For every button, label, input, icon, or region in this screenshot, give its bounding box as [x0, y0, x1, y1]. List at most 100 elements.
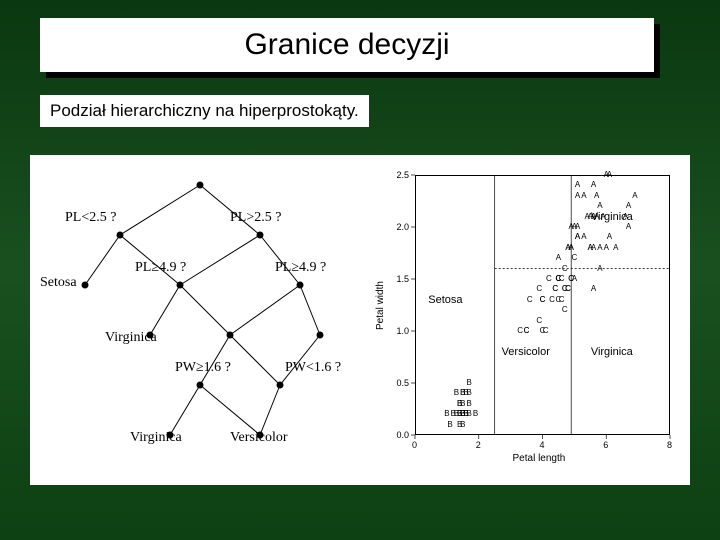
- data-point: B: [447, 421, 452, 429]
- x-tick: 6: [603, 440, 608, 450]
- data-point: A: [607, 171, 612, 179]
- region-label: Virginica: [591, 346, 633, 358]
- x-tick: 0: [412, 440, 417, 450]
- data-point: A: [581, 192, 586, 200]
- tree-label: Setosa: [40, 275, 77, 291]
- data-point: A: [604, 244, 609, 252]
- tree-label: PL<2.5 ?: [65, 210, 116, 226]
- data-point: C: [543, 327, 549, 335]
- data-point: C: [552, 285, 558, 293]
- data-point: A: [572, 275, 577, 283]
- tree-label: PL≥4.9 ?: [135, 260, 186, 276]
- x-tick: 2: [476, 440, 481, 450]
- data-point: C: [565, 285, 571, 293]
- data-point: B: [444, 410, 449, 418]
- tree-label: Virginica: [130, 430, 182, 446]
- data-point: A: [613, 244, 618, 252]
- y-axis-label: Petal width: [375, 281, 386, 330]
- tree-edges: [30, 155, 370, 485]
- y-tick: 2.0: [396, 222, 409, 232]
- slide-title: Granice decyzji: [244, 28, 449, 62]
- data-point: C: [540, 296, 546, 304]
- data-point: B: [454, 389, 459, 397]
- data-point: A: [632, 192, 637, 200]
- tree-node: [317, 332, 324, 339]
- data-point: A: [588, 244, 593, 252]
- data-point: B: [463, 389, 468, 397]
- data-point: B: [451, 410, 456, 418]
- data-point: A: [600, 213, 605, 221]
- tree-node: [227, 332, 234, 339]
- data-point: C: [559, 296, 565, 304]
- region-label: Setosa: [428, 294, 462, 306]
- x-axis-label: Petal length: [513, 453, 566, 464]
- tree-label: PW≥1.6 ?: [175, 360, 231, 376]
- data-point: A: [569, 223, 574, 231]
- data-point: B: [463, 410, 468, 418]
- y-tick: 1.5: [396, 274, 409, 284]
- tree-node: [257, 232, 264, 239]
- data-point: B: [473, 410, 478, 418]
- region-label: Versicolor: [502, 346, 550, 358]
- data-point: C: [556, 275, 562, 283]
- tree-label: Versicolor: [230, 430, 288, 446]
- tree-node: [197, 382, 204, 389]
- data-point: C: [562, 306, 568, 314]
- data-point: A: [597, 202, 602, 210]
- data-point: C: [571, 254, 577, 262]
- data-point: B: [467, 400, 472, 408]
- data-point: A: [584, 213, 589, 221]
- data-point: A: [626, 223, 631, 231]
- data-point: A: [575, 192, 580, 200]
- data-point: A: [597, 244, 602, 252]
- data-point: A: [597, 265, 602, 273]
- data-point: B: [467, 379, 472, 387]
- title-block: Granice decyzji: [40, 18, 660, 78]
- decision-tree-panel: PL<2.5 ? PL>2.5 ? Setosa PL≥4.9 ? PL≥4.9 ? Vi…: [30, 155, 370, 485]
- data-point: A: [565, 244, 570, 252]
- data-point: B: [460, 400, 465, 408]
- tree-label: PL≥4.9 ?: [275, 260, 326, 276]
- data-point: C: [546, 275, 552, 283]
- data-point: C: [562, 265, 568, 273]
- scatter-plot-panel: 0 2 4 6 8 0.0 0.5 1.0 1.5 2.0 2.5 Petal length Petal…: [370, 155, 690, 485]
- tree-node: [297, 282, 304, 289]
- y-tick: 1.0: [396, 326, 409, 336]
- tree-node: [277, 382, 284, 389]
- slide-subtitle: Podział hierarchiczny na hiperprostokąty…: [40, 95, 369, 127]
- data-point: C: [536, 317, 542, 325]
- data-point: C: [524, 327, 530, 335]
- tree-node: [197, 182, 204, 189]
- data-point: A: [626, 202, 631, 210]
- tree-label: Virginica: [105, 330, 157, 346]
- data-point: A: [591, 213, 596, 221]
- data-point: A: [594, 192, 599, 200]
- scatter-svg: [370, 155, 690, 485]
- data-point: A: [623, 213, 628, 221]
- x-tick: 8: [667, 440, 672, 450]
- data-point: B: [457, 410, 462, 418]
- tree-node: [177, 282, 184, 289]
- tree-label: PL>2.5 ?: [230, 210, 281, 226]
- data-point: A: [591, 285, 596, 293]
- title-box: Granice decyzji: [40, 18, 654, 72]
- data-point: A: [591, 181, 596, 189]
- data-point: A: [575, 181, 580, 189]
- data-point: C: [536, 285, 542, 293]
- data-point: C: [527, 296, 533, 304]
- data-point: B: [457, 421, 462, 429]
- y-tick: 2.5: [396, 170, 409, 180]
- data-point: A: [607, 233, 612, 241]
- tree-node: [117, 232, 124, 239]
- tree-label: PW<1.6 ?: [285, 360, 341, 376]
- data-point: C: [517, 327, 523, 335]
- data-point: A: [556, 254, 561, 262]
- x-tick: 4: [540, 440, 545, 450]
- tree-node: [82, 282, 89, 289]
- data-point: A: [575, 233, 580, 241]
- y-tick: 0.5: [396, 378, 409, 388]
- y-tick: 0.0: [396, 430, 409, 440]
- data-point: A: [581, 233, 586, 241]
- data-point: C: [549, 296, 555, 304]
- content-panel: PL<2.5 ? PL>2.5 ? Setosa PL≥4.9 ? PL≥4.9 ? Vi…: [30, 155, 690, 485]
